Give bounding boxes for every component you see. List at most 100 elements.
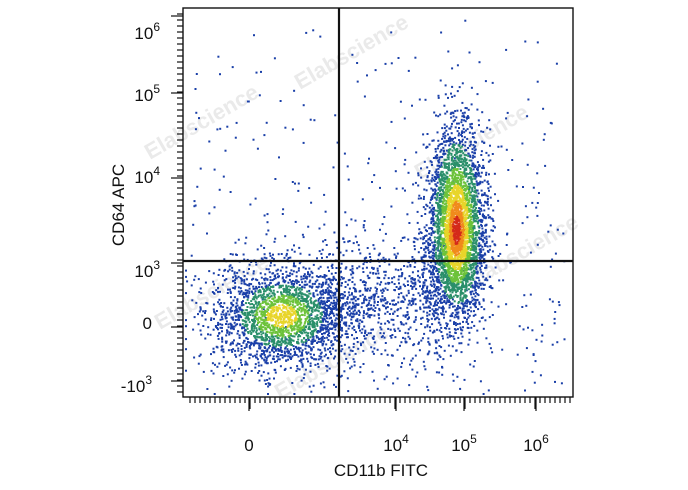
event-dot [294,312,297,315]
event-dot [478,242,481,245]
event-dot [452,171,455,174]
event-dot [455,311,458,314]
event-dot [304,368,307,371]
event-dot [436,316,438,319]
event-dot [243,373,246,376]
event-dot [445,158,448,161]
event-dot [291,273,294,276]
event-dot [293,319,296,322]
event-dot [300,275,303,278]
event-dot [306,300,309,303]
event-dot [199,307,202,310]
event-dot [261,329,264,332]
event-dot [308,285,311,288]
event-dot [476,215,478,217]
event-dot [277,353,279,355]
event-dot [363,311,365,314]
event-dot [290,269,293,272]
event-dot [325,244,328,246]
event-dot [219,318,222,321]
event-dot [429,239,432,242]
event-dot [470,86,473,89]
event-dot [498,279,501,282]
event-dot [286,325,289,328]
event-dot [240,316,243,319]
event-dot [327,328,330,331]
event-dot [290,306,293,309]
event-dot [207,333,209,336]
event-dot [459,174,462,177]
event-dot [260,327,263,329]
event-dot [473,149,476,152]
event-dot [219,127,222,130]
event-dot [264,322,267,325]
event-dot [325,289,328,292]
event-dot [277,283,280,286]
event-dot [295,322,298,325]
event-dot [453,157,456,160]
event-dot [235,277,238,280]
event-dot [455,349,458,352]
event-dot [245,343,248,346]
event-dot [317,299,320,302]
event-dot [234,275,237,277]
event-dot [331,283,334,286]
event-dot [455,190,458,193]
event-dot [430,266,433,269]
event-dot [451,312,454,315]
event-dot [412,302,415,305]
event-dot [247,332,250,335]
event-dot [233,321,236,324]
event-dot [320,296,323,299]
event-dot [430,284,433,287]
event-dot [480,287,483,290]
event-dot [255,301,258,304]
event-dot [311,276,314,279]
event-dot [436,308,439,311]
event-dot [275,308,278,311]
event-dot [197,313,199,316]
event-dot [283,352,286,355]
event-dot [413,258,416,261]
event-dot [249,330,252,333]
event-dot [328,269,330,272]
event-dot [396,315,399,317]
event-dot [367,332,370,335]
event-dot [329,313,332,315]
event-dot [276,310,279,313]
event-dot [279,340,282,343]
event-dot [296,325,299,328]
event-dot [289,356,291,359]
event-dot [284,235,287,238]
event-dot [394,170,397,173]
event-dot [185,269,187,272]
event-dot [226,373,229,376]
event-dot [320,301,323,304]
event-dot [427,291,430,294]
event-dot [333,231,336,234]
event-dot [469,140,472,143]
event-dot [213,168,216,171]
event-dot [186,280,189,283]
event-dot [392,299,395,302]
event-dot [185,348,187,351]
event-dot [217,290,219,293]
event-dot [255,263,258,266]
event-dot [299,335,302,338]
event-dot [373,174,376,177]
event-dot [198,355,201,358]
event-dot [541,334,544,337]
event-dot [348,240,351,242]
event-dot [329,286,332,289]
event-dot [367,162,370,165]
event-dot [327,283,330,286]
event-dot [323,337,326,340]
event-dot [206,302,209,305]
event-dot [417,270,420,273]
event-dot [262,314,264,316]
event-dot [426,299,429,302]
event-dot [253,317,256,320]
event-dot [356,241,358,244]
event-dot [477,294,480,297]
event-dot [282,330,285,333]
